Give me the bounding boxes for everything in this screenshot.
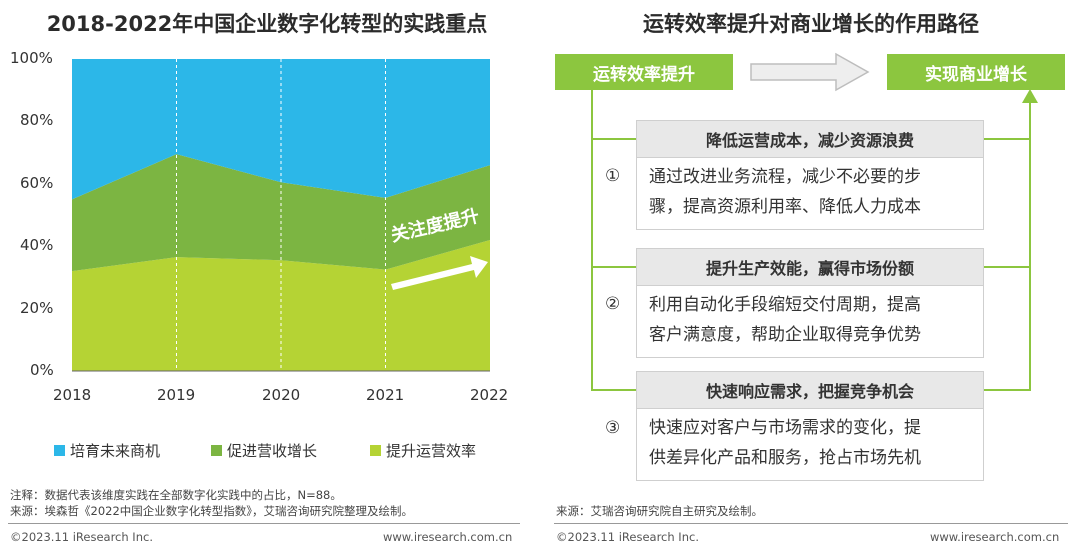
path-item-number: ③: [605, 418, 621, 438]
right-diagram-title: 运转效率提升对商业增长的作用路径: [643, 12, 979, 36]
right-arrow-icon: [750, 52, 870, 92]
path-item-line: 利用自动化手段缩短交付周期，提高: [649, 295, 921, 315]
path-item-body: 通过改进业务流程，减少不必要的步 骤，提高资源利用率、降低人力成本: [636, 158, 984, 230]
legend-swatch: [211, 445, 222, 456]
legend-item: 促进营收增长: [211, 440, 317, 461]
area-series: [72, 59, 490, 200]
connector-line: [591, 389, 636, 391]
start-box-label: 运转效率提升: [593, 64, 695, 85]
connector-line: [984, 266, 1030, 268]
y-tick-label: 80%: [20, 111, 54, 129]
y-tick-label: 40%: [20, 236, 54, 254]
y-tick-label: 20%: [20, 299, 54, 317]
legend-item: 提升运营效率: [370, 440, 476, 461]
connector-line: [984, 389, 1030, 391]
connector-line: [591, 138, 636, 140]
x-tick-label: 2020: [262, 386, 301, 404]
legend-label: 促进营收增长: [227, 442, 318, 460]
left-chart-title: 2018-2022年中国企业数字化转型的实践重点: [46, 12, 488, 36]
right-connector-line: [1029, 100, 1031, 391]
path-item-line: 快速应对客户与市场需求的变化，提: [649, 418, 921, 438]
end-box-label: 实现商业增长: [925, 64, 1027, 85]
y-tick-label: 60%: [20, 174, 54, 192]
website: www.iresearch.com.cn: [383, 530, 513, 544]
footer-divider: [8, 523, 520, 524]
legend-label: 提升运营效率: [386, 442, 477, 460]
legend-swatch: [54, 445, 65, 456]
path-item-number: ②: [605, 294, 621, 314]
diagram-source: 来源：艾瑞咨询研究院自主研究及绘制。: [556, 504, 763, 518]
start-box: 运转效率提升: [555, 54, 733, 90]
path-item-title: 快速响应需求，把握竞争机会: [636, 371, 984, 409]
x-tick-label: 2018: [53, 386, 92, 404]
path-item: 降低运营成本，减少资源浪费 通过改进业务流程，减少不必要的步 骤，提高资源利用率…: [636, 120, 984, 230]
end-box: 实现商业增长: [887, 54, 1065, 90]
path-item-number: ①: [605, 166, 621, 186]
y-tick-label: 0%: [30, 361, 54, 379]
path-item-body: 利用自动化手段缩短交付周期，提高 客户满意度，帮助企业取得竞争优势: [636, 286, 984, 358]
x-tick-label: 2022: [470, 386, 509, 404]
path-item: 提升生产效能，赢得市场份额 利用自动化手段缩短交付周期，提高 客户满意度，帮助企…: [636, 248, 984, 358]
connector-line: [591, 266, 636, 268]
left-connector-line: [591, 90, 593, 390]
y-tick-label: 100%: [10, 49, 53, 67]
x-tick-label: 2019: [157, 386, 196, 404]
path-item-line: 骤，提高资源利用率、降低人力成本: [649, 197, 921, 217]
website: www.iresearch.com.cn: [930, 530, 1060, 544]
copyright: ©2023.11 iResearch Inc.: [10, 530, 153, 544]
chart-note: 注释：数据代表该维度实践在全部数字化实践中的占比，N=88。: [10, 488, 342, 502]
legend-label: 培育未来商机: [70, 442, 161, 460]
copyright: ©2023.11 iResearch Inc.: [556, 530, 699, 544]
footer-divider: [554, 523, 1068, 524]
stacked-area-chart: [72, 59, 490, 372]
path-item: 快速响应需求，把握竞争机会 快速应对客户与市场需求的变化，提 供差异化产品和服务…: [636, 371, 984, 481]
up-arrowhead-icon: [1022, 89, 1038, 103]
connector-line: [984, 138, 1030, 140]
chart-source: 来源：埃森哲《2022中国企业数字化转型指数》，艾瑞咨询研究院整理及绘制。: [10, 504, 414, 518]
path-item-line: 客户满意度，帮助企业取得竞争优势: [649, 325, 921, 345]
path-item-title: 降低运营成本，减少资源浪费: [636, 120, 984, 158]
path-item-title: 提升生产效能，赢得市场份额: [636, 248, 984, 286]
trend-arrow-icon: [391, 256, 488, 290]
path-item-body: 快速应对客户与市场需求的变化，提 供差异化产品和服务，抢占市场先机: [636, 409, 984, 481]
legend-swatch: [370, 445, 381, 456]
path-item-line: 通过改进业务流程，减少不必要的步: [649, 167, 921, 187]
path-item-line: 供差异化产品和服务，抢占市场先机: [649, 448, 921, 468]
x-tick-label: 2021: [366, 386, 405, 404]
legend-item: 培育未来商机: [54, 440, 160, 461]
